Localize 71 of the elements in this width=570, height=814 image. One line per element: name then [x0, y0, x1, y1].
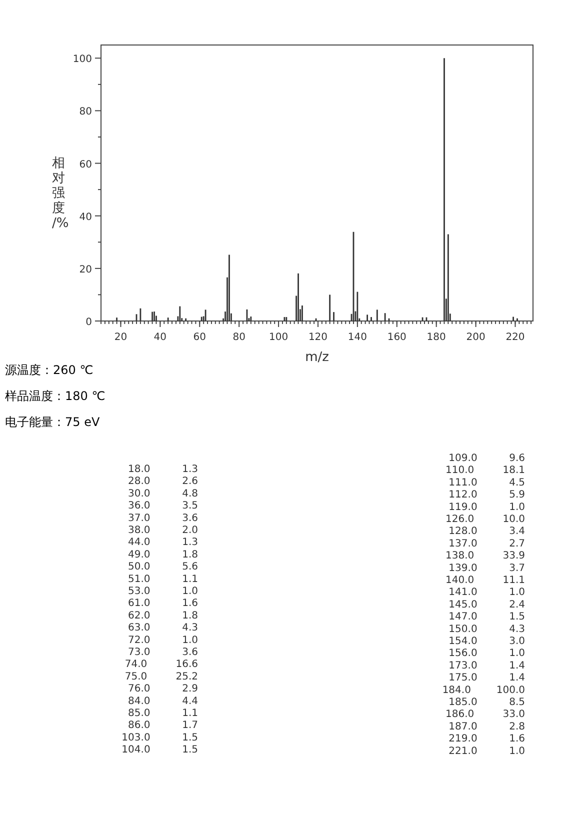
x-tick-label: 160: [387, 332, 406, 343]
text: 50.0 5.6: [128, 562, 198, 573]
x-tick-label: 20: [114, 332, 128, 343]
text: 175.0 1.4: [448, 672, 525, 684]
text: 18.0 1.3: [128, 464, 198, 475]
text: 187.0 2.8: [448, 721, 525, 732]
text: 51.0 1.1: [128, 574, 198, 585]
y-tick-label: 100: [72, 54, 92, 66]
text: 84.0 4.4: [128, 696, 198, 707]
text: 49.0 1.8: [128, 549, 198, 560]
text: 样品温度：180 ℃: [5, 389, 106, 403]
text: 111.0 4.5: [448, 477, 525, 488]
text: 128.0 3.4: [448, 526, 525, 538]
text: 103.0 1.5: [122, 732, 198, 744]
x-tick-label: 220: [506, 332, 525, 343]
text: 140.0 11.1: [445, 575, 525, 586]
text: 61.0 1.6: [128, 598, 198, 610]
text: 185.0 8.5: [448, 697, 525, 708]
text: 109.0 9.6: [448, 453, 525, 464]
y-tick-label: 40: [79, 212, 92, 223]
text: 186.0 33.0: [445, 709, 525, 720]
text: 36.0 3.5: [128, 500, 198, 512]
text: 74.0 16.6: [124, 659, 198, 670]
x-tick-label: 100: [268, 332, 288, 343]
x-tick-label: 180: [426, 332, 446, 343]
text: 145.0 2.4: [448, 599, 525, 610]
text: 112.0 5.9: [448, 490, 525, 501]
text: 73.0 3.6: [128, 647, 198, 658]
text: 63.0 4.3: [128, 622, 198, 634]
y-axis-title: 相对强度/%: [52, 156, 69, 231]
text: 62.0 1.8: [128, 610, 198, 622]
x-tick-label: 40: [154, 332, 167, 343]
text: 104.0 1.5: [122, 744, 198, 756]
text: 76.0 2.9: [128, 684, 198, 695]
text: 138.0 33.9: [445, 550, 525, 562]
text: 源温度：260 ℃: [5, 363, 94, 377]
x-tick-label: 60: [193, 332, 206, 343]
text: 53.0 1.0: [128, 586, 198, 597]
text: 137.0 2.7: [448, 538, 525, 550]
text: 150.0 4.3: [448, 624, 525, 635]
text: 电子能量：75 eV: [5, 415, 100, 429]
text: 37.0 3.6: [128, 512, 198, 524]
text: 86.0 1.7: [128, 720, 198, 732]
x-tick-label: 140: [348, 332, 367, 343]
x-tick-label: 120: [308, 332, 328, 343]
text: 141.0 1.0: [448, 587, 525, 598]
text: 119.0 1.0: [448, 502, 525, 513]
x-tick-label: 200: [466, 332, 486, 343]
text: 38.0 2.0: [128, 525, 198, 536]
y-tick-label: 60: [79, 159, 92, 170]
text: 85.0 1.1: [128, 708, 198, 719]
text: 154.0 3.0: [448, 636, 525, 647]
text: 75.0 25.2: [124, 671, 198, 682]
text: 173.0 1.4: [448, 660, 525, 672]
x-axis-title: m/z: [305, 350, 330, 365]
text: 147.0 1.5: [448, 612, 525, 623]
text: 72.0 1.0: [128, 634, 198, 646]
text: 219.0 1.6: [448, 734, 525, 745]
text: 110.0 18.1: [445, 465, 525, 476]
text: 28.0 2.6: [128, 476, 198, 488]
y-tick-label: 80: [79, 106, 92, 118]
x-tick-label: 80: [232, 332, 246, 343]
y-tick-label: 0: [86, 317, 92, 328]
text: 221.0 1.0: [448, 746, 525, 757]
text: 126.0 10.0: [445, 514, 525, 525]
text: 44.0 1.3: [128, 537, 198, 548]
text: 184.0 100.0: [442, 684, 525, 696]
text: 30.0 4.8: [128, 488, 198, 500]
y-tick-label: 20: [79, 264, 92, 276]
text: 139.0 3.7: [448, 562, 525, 574]
text: 156.0 1.0: [448, 648, 525, 660]
